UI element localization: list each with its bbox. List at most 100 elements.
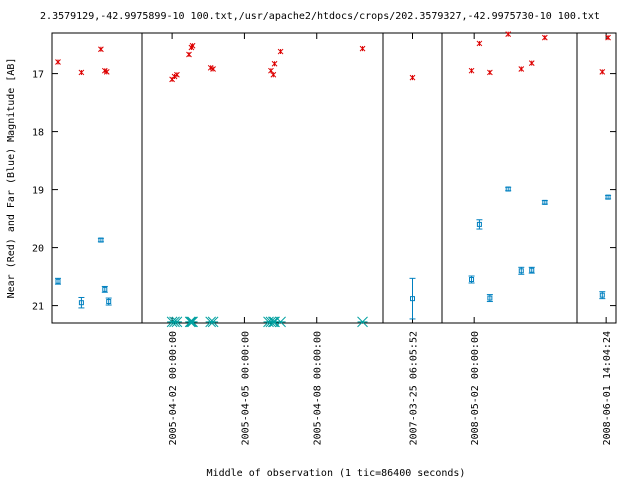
point-marker [275, 316, 286, 328]
data-point [605, 34, 611, 41]
data-point [505, 186, 512, 192]
data-point [468, 275, 475, 284]
point-marker [528, 60, 535, 67]
point-marker [98, 46, 104, 53]
data-point [78, 69, 85, 76]
x-axis: 2005-04-02 00:00:00 2005-04-05 00:00:00 20… [168, 33, 613, 445]
point-marker [55, 59, 61, 65]
point-marker [541, 34, 548, 41]
data-point [505, 31, 512, 38]
point-marker [102, 286, 108, 292]
data-point [487, 69, 493, 76]
point-marker [468, 67, 475, 74]
point-marker [599, 292, 605, 298]
data-point [275, 316, 286, 328]
data-marks [55, 31, 612, 328]
data-point [528, 60, 535, 67]
data-point [357, 316, 368, 328]
data-point [210, 66, 216, 72]
data-point [409, 74, 416, 81]
point-marker [357, 316, 368, 328]
data-point [518, 66, 525, 72]
point-marker [55, 278, 61, 284]
data-point [174, 71, 180, 78]
point-marker [78, 69, 85, 76]
point-marker [189, 42, 196, 49]
point-marker [487, 69, 493, 76]
data-point [599, 291, 606, 300]
data-point [105, 297, 112, 306]
data-point [476, 219, 483, 230]
data-point [97, 237, 104, 243]
point-marker [542, 199, 548, 205]
data-point [541, 199, 548, 205]
x-axis-label: Middle of observation (1 tic=86400 secon… [207, 468, 466, 479]
x-tick-label: 2008-06-01 14:04:24 [602, 331, 613, 445]
data-point [101, 285, 108, 293]
data-point [55, 59, 61, 65]
point-marker [476, 40, 483, 47]
y-tick-label: 21 [32, 302, 44, 313]
data-point [98, 46, 104, 53]
data-point [270, 71, 277, 78]
data-point [541, 34, 548, 41]
data-point [605, 194, 612, 200]
data-point [271, 60, 278, 67]
x-tick-label: 2008-05-02 00:00:00 [470, 331, 481, 445]
y-axis: 17 18 19 20 21 [32, 70, 616, 313]
point-marker [171, 316, 183, 328]
x-tick-label: 2007-03-25 06:05:52 [409, 331, 420, 445]
data-point [189, 42, 196, 49]
point-marker [476, 221, 482, 227]
point-marker [103, 69, 110, 75]
y-tick-label: 19 [32, 186, 44, 197]
point-marker [529, 267, 535, 273]
x-tick-label: 2005-04-08 00:00:00 [313, 331, 324, 445]
point-marker [186, 51, 192, 58]
point-marker [270, 71, 277, 78]
point-marker [78, 300, 84, 306]
point-marker [207, 316, 219, 328]
data-point [599, 69, 606, 75]
point-marker [605, 34, 611, 41]
data-point [187, 316, 198, 328]
point-marker [505, 186, 511, 192]
data-point [55, 277, 61, 285]
data-point [409, 277, 416, 320]
data-point [186, 51, 192, 58]
point-marker [106, 299, 112, 305]
data-point [518, 266, 525, 275]
data-point [486, 294, 493, 303]
data-point [207, 316, 219, 328]
point-marker [271, 60, 278, 67]
data-point [359, 45, 366, 52]
data-point [78, 296, 85, 309]
point-marker [187, 316, 198, 328]
panel-dividers [141, 33, 578, 323]
point-marker [410, 296, 415, 302]
point-marker [599, 69, 606, 75]
point-marker [210, 66, 216, 72]
point-marker [487, 295, 493, 301]
data-point [528, 266, 535, 274]
data-point [476, 40, 483, 47]
data-point [277, 48, 284, 55]
point-marker [174, 71, 180, 78]
y-tick-label: 20 [32, 244, 44, 255]
plot-frame [51, 32, 617, 324]
chart-title: 2.3579129,-42.9975899-10 100.txt,/usr/ap… [40, 11, 600, 22]
y-tick-label: 18 [32, 128, 44, 139]
point-marker [359, 45, 366, 52]
data-point [103, 69, 110, 75]
point-marker [605, 194, 611, 200]
point-marker [277, 48, 284, 55]
point-marker [518, 66, 525, 72]
data-point [171, 316, 183, 328]
y-tick-label: 17 [32, 70, 44, 81]
point-marker [518, 268, 524, 274]
y-axis-label: Near (Red) and Far (Blue) Magnitude [AB] [6, 58, 17, 299]
point-marker [409, 74, 416, 81]
point-marker [98, 237, 104, 243]
point-marker [505, 31, 512, 38]
